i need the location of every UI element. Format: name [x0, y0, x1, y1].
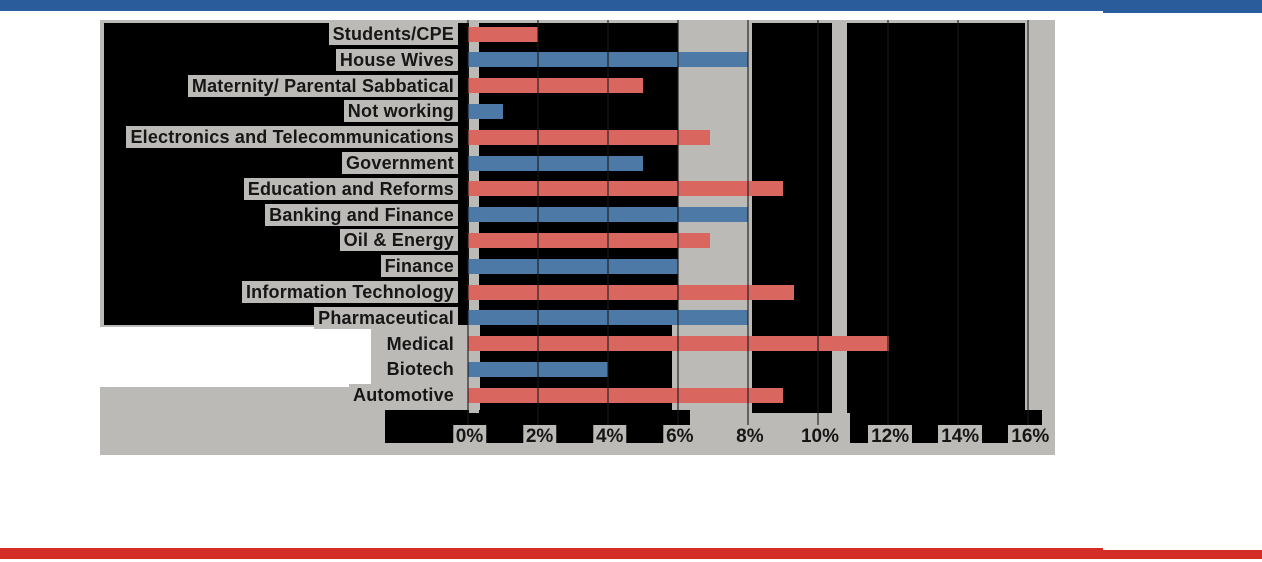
category-label: Automotive	[349, 384, 458, 407]
gridline	[817, 20, 819, 443]
gridline	[746, 20, 749, 443]
x-axis-tick-label: 10%	[797, 425, 843, 448]
white-notch	[100, 327, 371, 387]
bar	[468, 284, 794, 300]
bar	[468, 78, 644, 94]
bar	[468, 155, 644, 171]
black-panel-plot-mid	[752, 23, 832, 413]
bar	[468, 258, 679, 274]
x-axis-tick-label: 0%	[452, 425, 487, 448]
category-label: Students/CPE	[328, 23, 458, 45]
gridline	[676, 20, 679, 443]
category-label: Banking and Finance	[265, 203, 458, 226]
top-banner	[0, 0, 1262, 11]
bar	[468, 181, 784, 197]
x-axis-tick-label: 6%	[663, 425, 697, 448]
x-axis-tick-label: 14%	[938, 425, 983, 448]
bar	[468, 387, 784, 403]
category-label: Finance	[380, 255, 458, 278]
x-axis-tick-label: 16%	[1008, 425, 1053, 448]
category-label: Pharmaceutical	[314, 306, 458, 329]
x-axis-tick-label: 8%	[733, 425, 767, 448]
category-label: Information Technology	[241, 281, 458, 303]
gridline	[606, 20, 609, 443]
gridline	[957, 20, 960, 443]
category-label: House Wives	[335, 48, 458, 71]
x-axis-tick-label: 2%	[522, 425, 557, 448]
category-label: Maternity/ Parental Sabbatical	[187, 74, 458, 97]
bottom-banner-right-segment	[1103, 550, 1262, 559]
bar-chart: Students/CPE House Wives Maternity/ Parent…	[100, 20, 1055, 455]
gridline	[536, 20, 539, 443]
x-axis-tick-label: 4%	[592, 425, 627, 448]
category-label: Electronics and Telecommunications	[126, 126, 458, 149]
bar	[468, 129, 710, 145]
black-panel-plot-right	[847, 23, 1025, 413]
top-banner-right-segment	[1103, 0, 1262, 13]
bar	[468, 232, 710, 248]
category-label: Oil & Energy	[339, 229, 458, 252]
category-label: Government	[341, 152, 458, 174]
x-axis-tick-label: 12%	[868, 425, 913, 448]
gridline	[466, 20, 469, 443]
gridline	[887, 20, 890, 443]
gridline	[1027, 20, 1030, 443]
bar	[468, 26, 539, 42]
bottom-banner	[0, 548, 1103, 559]
category-label: Not working	[343, 100, 458, 123]
bar	[468, 103, 504, 119]
category-label: Medical	[382, 332, 458, 355]
category-label: Biotech	[382, 358, 458, 381]
category-label: Education and Reforms	[243, 177, 458, 200]
